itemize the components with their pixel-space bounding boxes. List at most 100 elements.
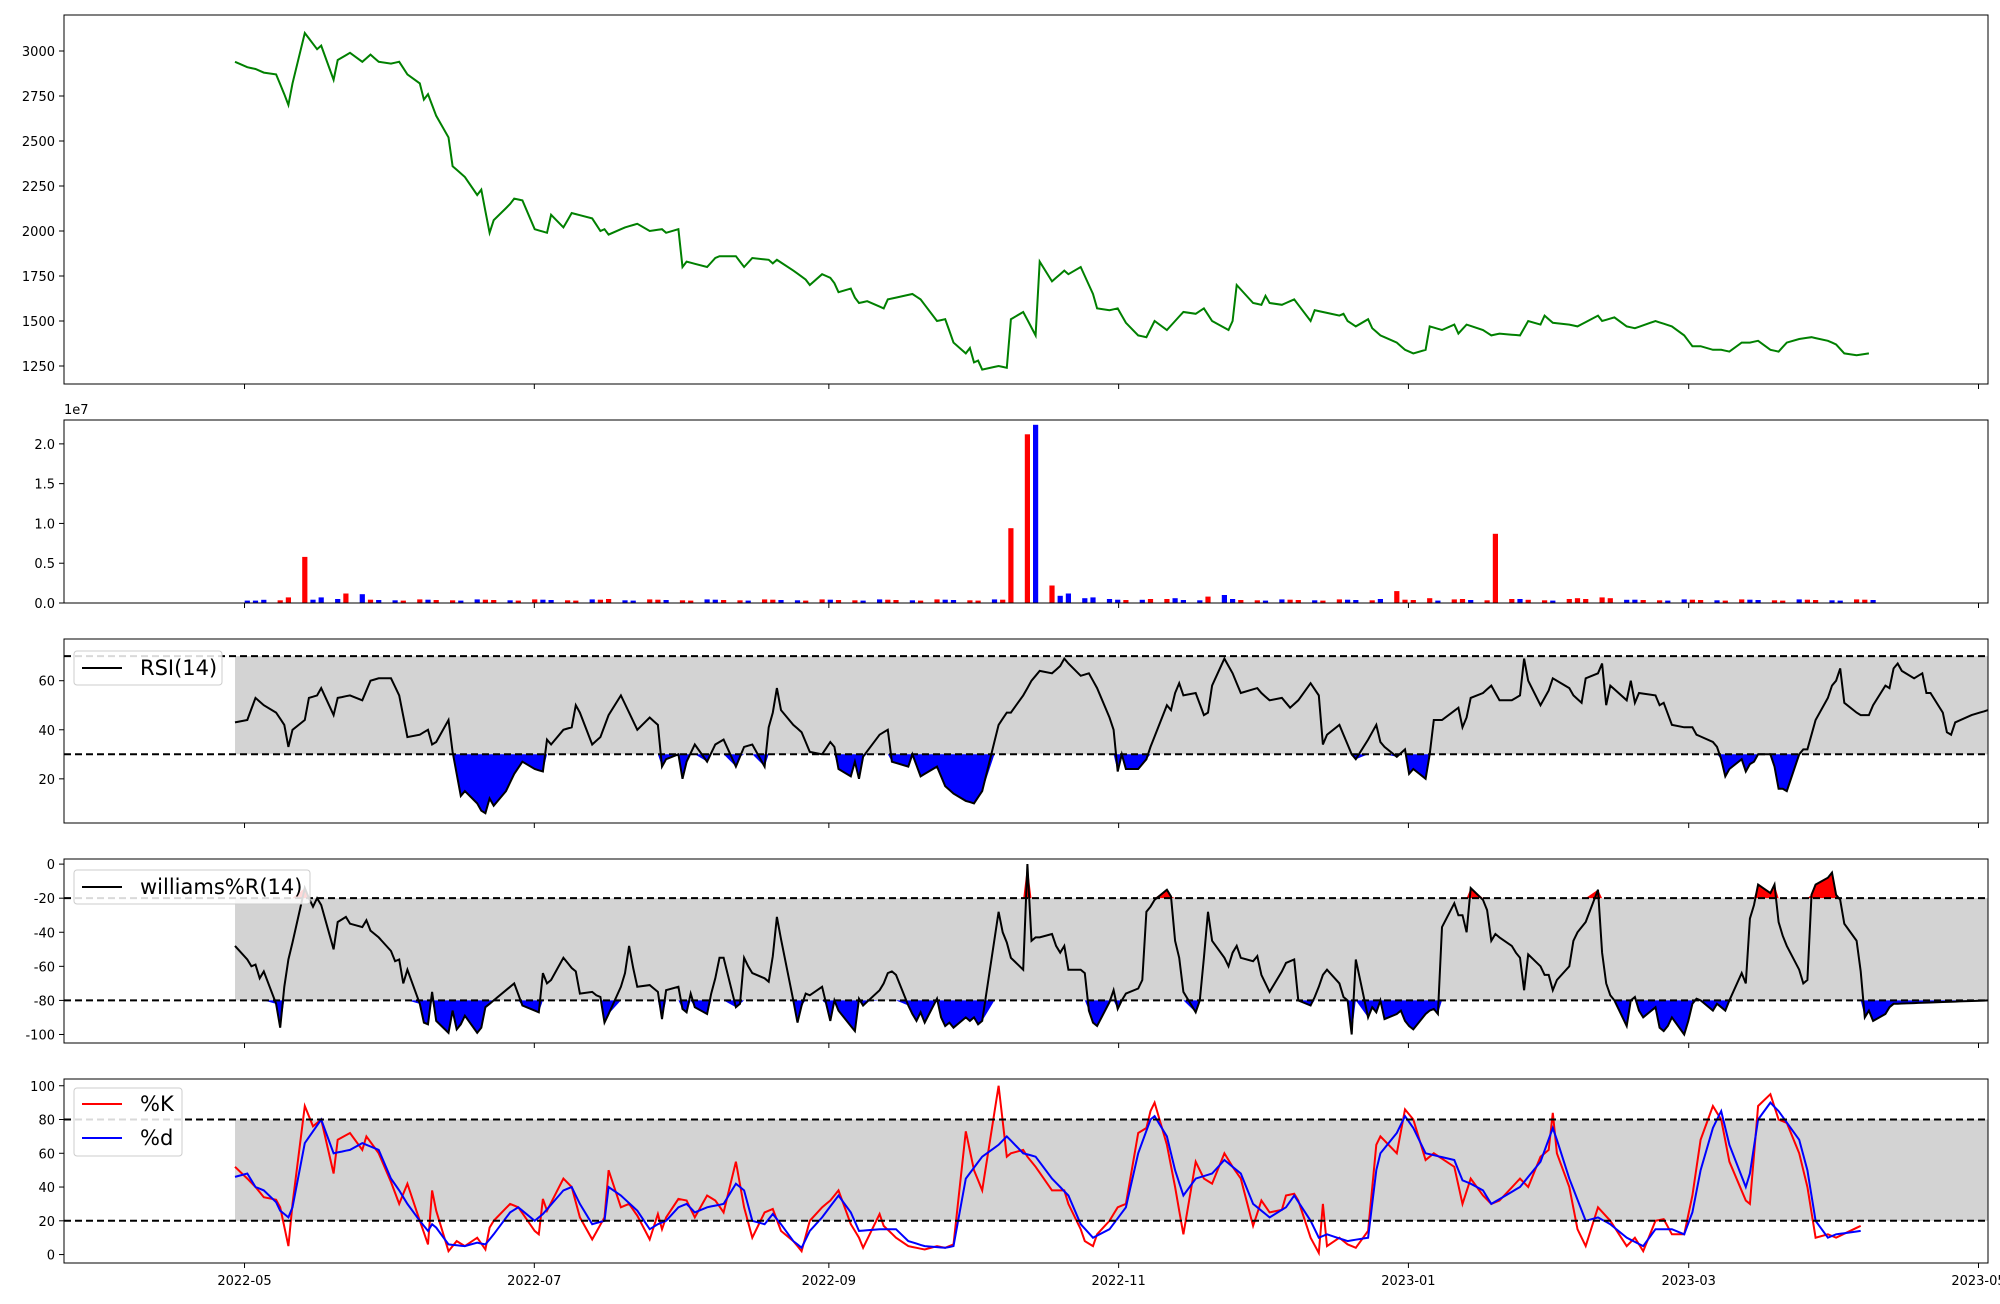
volume-bar <box>589 599 595 603</box>
xtick-label: 2022-05 <box>217 1274 271 1289</box>
volume-bar <box>663 600 669 603</box>
williams-ytick-label: -20 <box>34 892 55 907</box>
volume-bar <box>302 556 308 603</box>
rsi-legend: RSI(14) <box>73 650 223 686</box>
volume-bar <box>1024 434 1030 603</box>
volume-bar <box>285 597 291 603</box>
volume-bar <box>819 599 825 603</box>
volume-bar <box>1583 599 1589 603</box>
volume-bar <box>967 600 973 603</box>
volume-bar <box>425 599 431 603</box>
volume-bar <box>827 599 833 603</box>
volume-bar <box>918 600 924 603</box>
price-frame <box>63 14 1989 385</box>
volume-bar <box>1607 598 1613 603</box>
volume-bar <box>1722 600 1728 603</box>
volume-bar <box>1796 599 1802 603</box>
volume-bar <box>540 599 546 603</box>
volume-bar <box>400 600 406 603</box>
xtick-label: 2023-01 <box>1381 1274 1435 1289</box>
volume-bar <box>688 600 694 603</box>
volume-bar <box>679 600 686 603</box>
volume-bar <box>1221 595 1227 603</box>
volume-bar <box>1049 585 1055 603</box>
volume-bar <box>622 600 628 603</box>
williams-legend-label: williams%R(14) <box>140 875 302 899</box>
volume-bar <box>458 600 464 603</box>
volume-bar <box>1542 600 1548 603</box>
volume-bar <box>942 599 948 603</box>
williams-oversold-fill <box>235 1000 1988 1035</box>
volume-bar <box>1164 599 1170 603</box>
volume-bar <box>433 600 439 603</box>
williams-band <box>235 898 1988 1001</box>
volume-bar <box>1057 595 1063 603</box>
volume-bar <box>1698 600 1704 603</box>
volume-bar <box>1517 599 1523 603</box>
volume-ytick-label: 1.0 <box>34 517 55 532</box>
volume-bar <box>1205 596 1211 603</box>
volume-bar <box>1459 599 1466 603</box>
volume-bar <box>1624 599 1630 603</box>
volume-bar <box>704 599 710 603</box>
volume-bar <box>1147 599 1154 603</box>
volume-bar <box>1813 600 1819 603</box>
volume-bar <box>1747 599 1753 603</box>
volume-bar <box>277 600 283 603</box>
volume-offset-label: 1e7 <box>64 403 89 418</box>
rsi-ytick-label: 20 <box>38 773 55 788</box>
volume-bar <box>1771 600 1778 603</box>
volume-bar <box>1525 599 1531 603</box>
volume-bar <box>507 600 513 603</box>
williams-legend: williams%R(14) <box>73 869 311 905</box>
rsi-band <box>235 656 1988 755</box>
volume-bar <box>1484 600 1490 603</box>
volume-bar <box>1336 599 1342 603</box>
volume-bar <box>745 600 751 603</box>
volume-bar <box>548 600 554 603</box>
volume-bar <box>343 593 349 603</box>
volume-bar <box>803 600 809 603</box>
volume-bar <box>712 599 718 603</box>
volume-bar <box>252 600 259 603</box>
price-ytick-label: 1250 <box>22 360 55 375</box>
volume-bar <box>1262 600 1269 603</box>
volume-bar <box>573 600 579 603</box>
volume-bar <box>1090 597 1096 603</box>
volume-bar <box>1254 600 1260 603</box>
volume-ytick-label: 0.0 <box>34 597 55 612</box>
volume-bar <box>1657 600 1663 603</box>
volume-bar <box>367 599 374 603</box>
volume-bar <box>1550 600 1556 603</box>
volume-bar <box>532 599 538 603</box>
volume-bar <box>794 600 801 603</box>
volume-bar <box>877 599 883 603</box>
volume-bar <box>1180 600 1186 603</box>
stochastic-legend: %K %d <box>73 1087 183 1157</box>
volume-bar <box>1681 599 1687 603</box>
volume-bar <box>376 600 382 603</box>
volume-bar <box>1033 424 1039 603</box>
volume-bar <box>1230 599 1236 603</box>
volume-bar <box>1320 600 1326 603</box>
stochastic-series-0 <box>234 1085 1862 1257</box>
volume-bar <box>778 600 784 603</box>
stochastic-ytick-label: 80 <box>38 1114 55 1129</box>
price-series-0 <box>234 30 1870 371</box>
volume-bar <box>392 600 398 603</box>
volume-bar <box>770 599 776 603</box>
rsi-ytick-label: 40 <box>38 724 55 739</box>
volume-bar <box>737 600 743 603</box>
volume-bar <box>1082 598 1088 603</box>
volume-bar <box>1665 600 1671 603</box>
stochastic-ytick-label: 100 <box>30 1080 55 1095</box>
price-ytick-label: 1500 <box>22 315 55 330</box>
volume-ytick-label: 2.0 <box>34 438 55 453</box>
volume-bar <box>606 599 612 603</box>
stochastic-ytick-label: 0 <box>47 1249 55 1264</box>
volume-bar <box>1468 600 1474 603</box>
stochastic-ytick-label: 60 <box>38 1147 55 1162</box>
volume-bar <box>1287 599 1293 603</box>
volume-bar <box>1451 599 1457 603</box>
